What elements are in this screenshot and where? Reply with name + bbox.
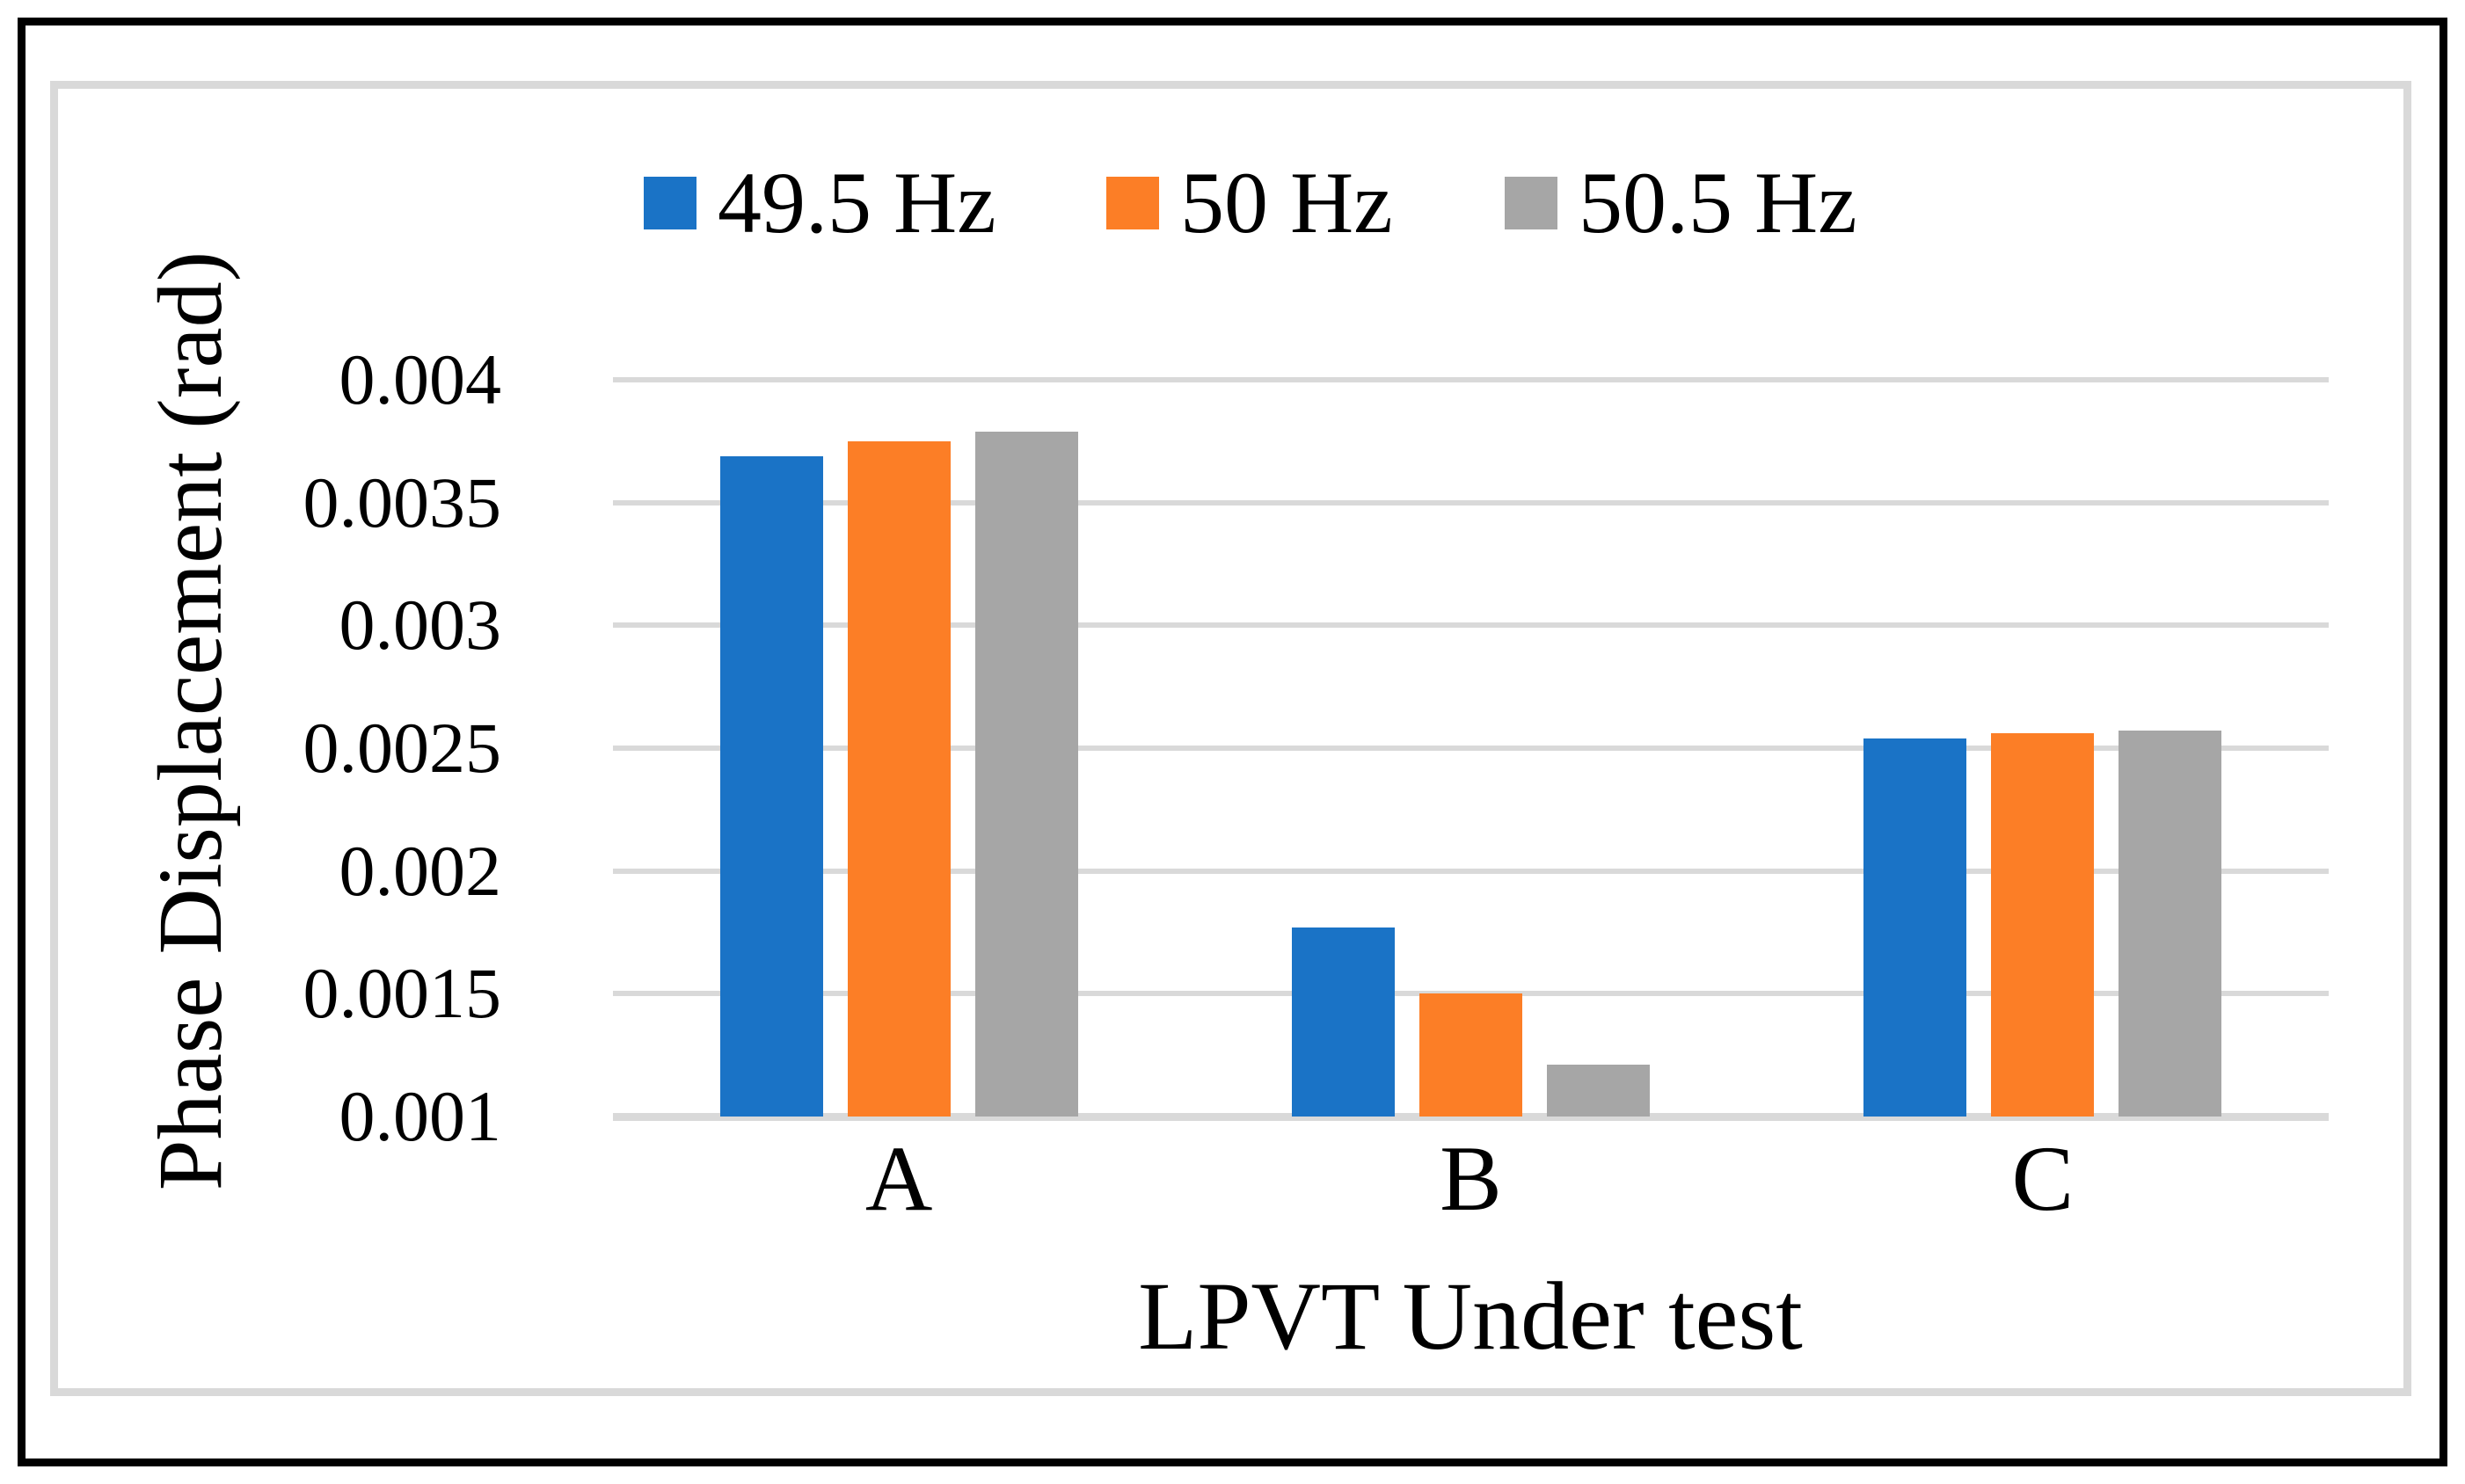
y-tick-label: 0.003 [339, 585, 502, 666]
legend-swatch [1106, 177, 1159, 229]
legend-item-50.5-hz: 50.5 Hz [1505, 148, 1857, 258]
gridline [613, 746, 2329, 751]
x-axis-title: LPVT Under test [1138, 1262, 1803, 1370]
legend-swatch [644, 177, 696, 229]
legend-swatch [1505, 177, 1557, 229]
legend-label: 50.5 Hz [1579, 154, 1857, 251]
category-label-C: C [2011, 1127, 2075, 1230]
y-tick-label: 0.0025 [303, 708, 502, 788]
bar-B-50.5-hz [1547, 1065, 1650, 1117]
bar-A-50.5-hz [974, 431, 1078, 1117]
bar-B-50-hz [1419, 993, 1522, 1117]
y-tick-label: 0.0035 [303, 462, 502, 542]
chart-legend: 49.5 Hz 50 Hz 50.5 Hz [0, 148, 2465, 258]
bar-C-49.5-hz [1863, 738, 1967, 1117]
bar-C-50-hz [1991, 733, 2095, 1117]
bar-A-49.5-hz [719, 455, 823, 1117]
x-axis-line [613, 1113, 2329, 1121]
y-tick-label: 0.004 [339, 339, 502, 419]
gridline [613, 499, 2329, 506]
legend-item-49.5-hz: 49.5 Hz [644, 148, 996, 258]
figure-outer-border [18, 18, 2447, 1466]
plot-area [613, 377, 2329, 1121]
bar-A-50-hz [847, 440, 951, 1117]
legend-label: 50 Hz [1180, 154, 1393, 251]
y-tick-label: 0.002 [339, 830, 502, 911]
bar-C-50.5-hz [2119, 731, 2222, 1117]
category-label-B: B [1440, 1127, 1502, 1230]
y-tick-label: 0.001 [339, 1076, 502, 1156]
y-tick-label: 0.0015 [303, 953, 502, 1034]
gridline [613, 377, 2329, 382]
category-label-A: A [864, 1127, 933, 1230]
gridline [613, 868, 2329, 874]
legend-label: 49.5 Hz [718, 154, 996, 251]
legend-item-50-hz: 50 Hz [1106, 148, 1393, 258]
bar-B-49.5-hz [1292, 927, 1395, 1117]
gridline [613, 622, 2329, 629]
